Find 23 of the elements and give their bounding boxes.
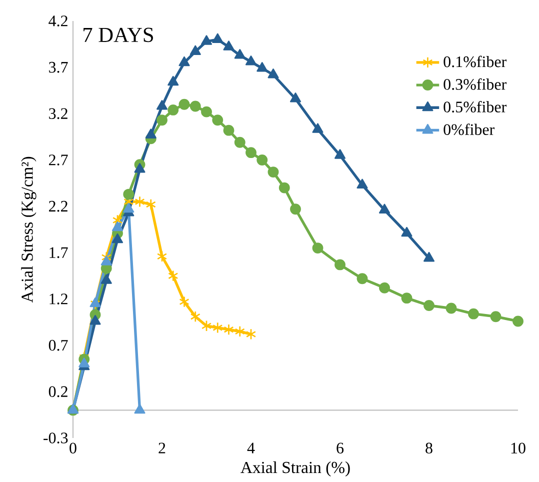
y-axis-title: Axial Stress (Kg/cm²) xyxy=(21,156,36,303)
x-tick-label: 0 xyxy=(70,442,76,454)
legend-label: 0.3%fiber xyxy=(444,78,506,90)
y-tick-label: 1.7 xyxy=(50,247,68,258)
y-tick-label: 1.2 xyxy=(50,294,68,304)
y-tick-label: 0.7 xyxy=(48,340,68,351)
x-tick-label: 2 xyxy=(158,442,166,454)
y-tick-label: -0.3 xyxy=(44,432,68,444)
y-tick-label: 3.7 xyxy=(49,62,68,73)
x-axis-title: Axial Strain (%) xyxy=(240,461,350,476)
x-tick-label: 6 xyxy=(336,442,344,454)
y-tick-label: 4.2 xyxy=(48,16,68,26)
y-tick-label: 3.2 xyxy=(49,108,68,120)
legend-label: 0.5%fiber xyxy=(444,100,506,112)
y-tick-label: 0.2 xyxy=(48,386,68,398)
legend-label: 0.1%fiber xyxy=(444,56,506,68)
y-tick-label: 2.7 xyxy=(49,154,68,166)
legend-label: 0%fiber xyxy=(444,124,494,136)
annotation: 7 DAYS xyxy=(84,28,153,42)
y-tick-label: 2.2 xyxy=(49,200,68,212)
x-tick-label: 4 xyxy=(247,442,255,454)
x-tick-label: 10 xyxy=(511,442,526,454)
x-tick-label: 8 xyxy=(426,442,432,454)
